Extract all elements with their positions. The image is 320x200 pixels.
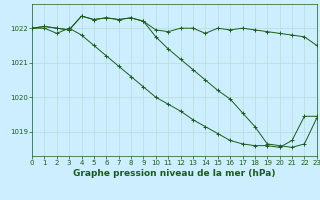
X-axis label: Graphe pression niveau de la mer (hPa): Graphe pression niveau de la mer (hPa) [73,169,276,178]
